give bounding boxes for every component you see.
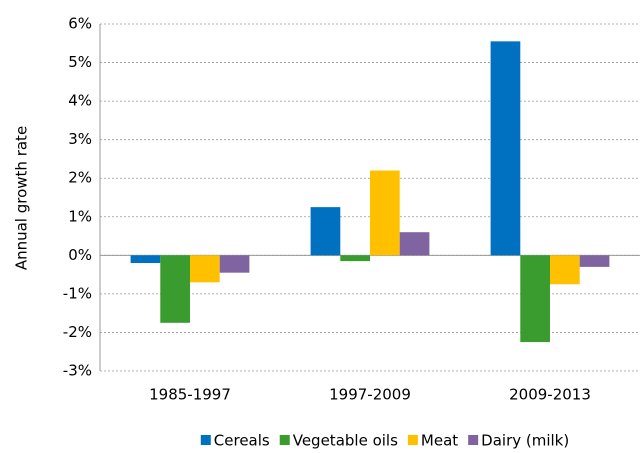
bar	[399, 232, 430, 256]
y-axis-label: Annual growth rate	[13, 126, 31, 270]
bar	[370, 170, 400, 256]
legend-swatch	[200, 435, 211, 445]
y-tick-label: 6%	[68, 15, 92, 33]
bar	[130, 255, 161, 264]
bar	[520, 255, 550, 343]
legend-label: Cereals	[214, 432, 270, 450]
legend-swatch	[279, 435, 290, 445]
y-tick-label: 5%	[68, 53, 92, 71]
y-tick-label: -3%	[63, 362, 92, 380]
legend-label: Vegetable oils	[293, 432, 398, 450]
y-tick-label: -1%	[63, 284, 92, 302]
legend-swatch	[407, 435, 418, 445]
bar	[340, 255, 370, 262]
bar	[579, 255, 610, 267]
y-tick-label: 4%	[68, 92, 92, 110]
y-tick-label: 3%	[68, 130, 92, 148]
bar	[310, 207, 341, 256]
y-tick-label: 1%	[68, 207, 92, 225]
bar	[550, 255, 580, 285]
y-tick-label: 0%	[68, 246, 92, 264]
bar	[160, 255, 190, 323]
x-tick-label: 1985-1997	[149, 386, 231, 404]
bar	[490, 41, 521, 256]
bar	[190, 255, 220, 283]
x-tick-label: 2009-2013	[509, 386, 591, 404]
legend-swatch	[468, 435, 479, 445]
bar	[219, 255, 250, 273]
y-tick-label: 2%	[68, 169, 92, 187]
x-tick-label: 1997-2009	[329, 386, 411, 404]
legend-label: Dairy (milk)	[481, 432, 569, 450]
legend-label: Meat	[421, 432, 458, 450]
y-tick-label: -2%	[63, 323, 92, 341]
